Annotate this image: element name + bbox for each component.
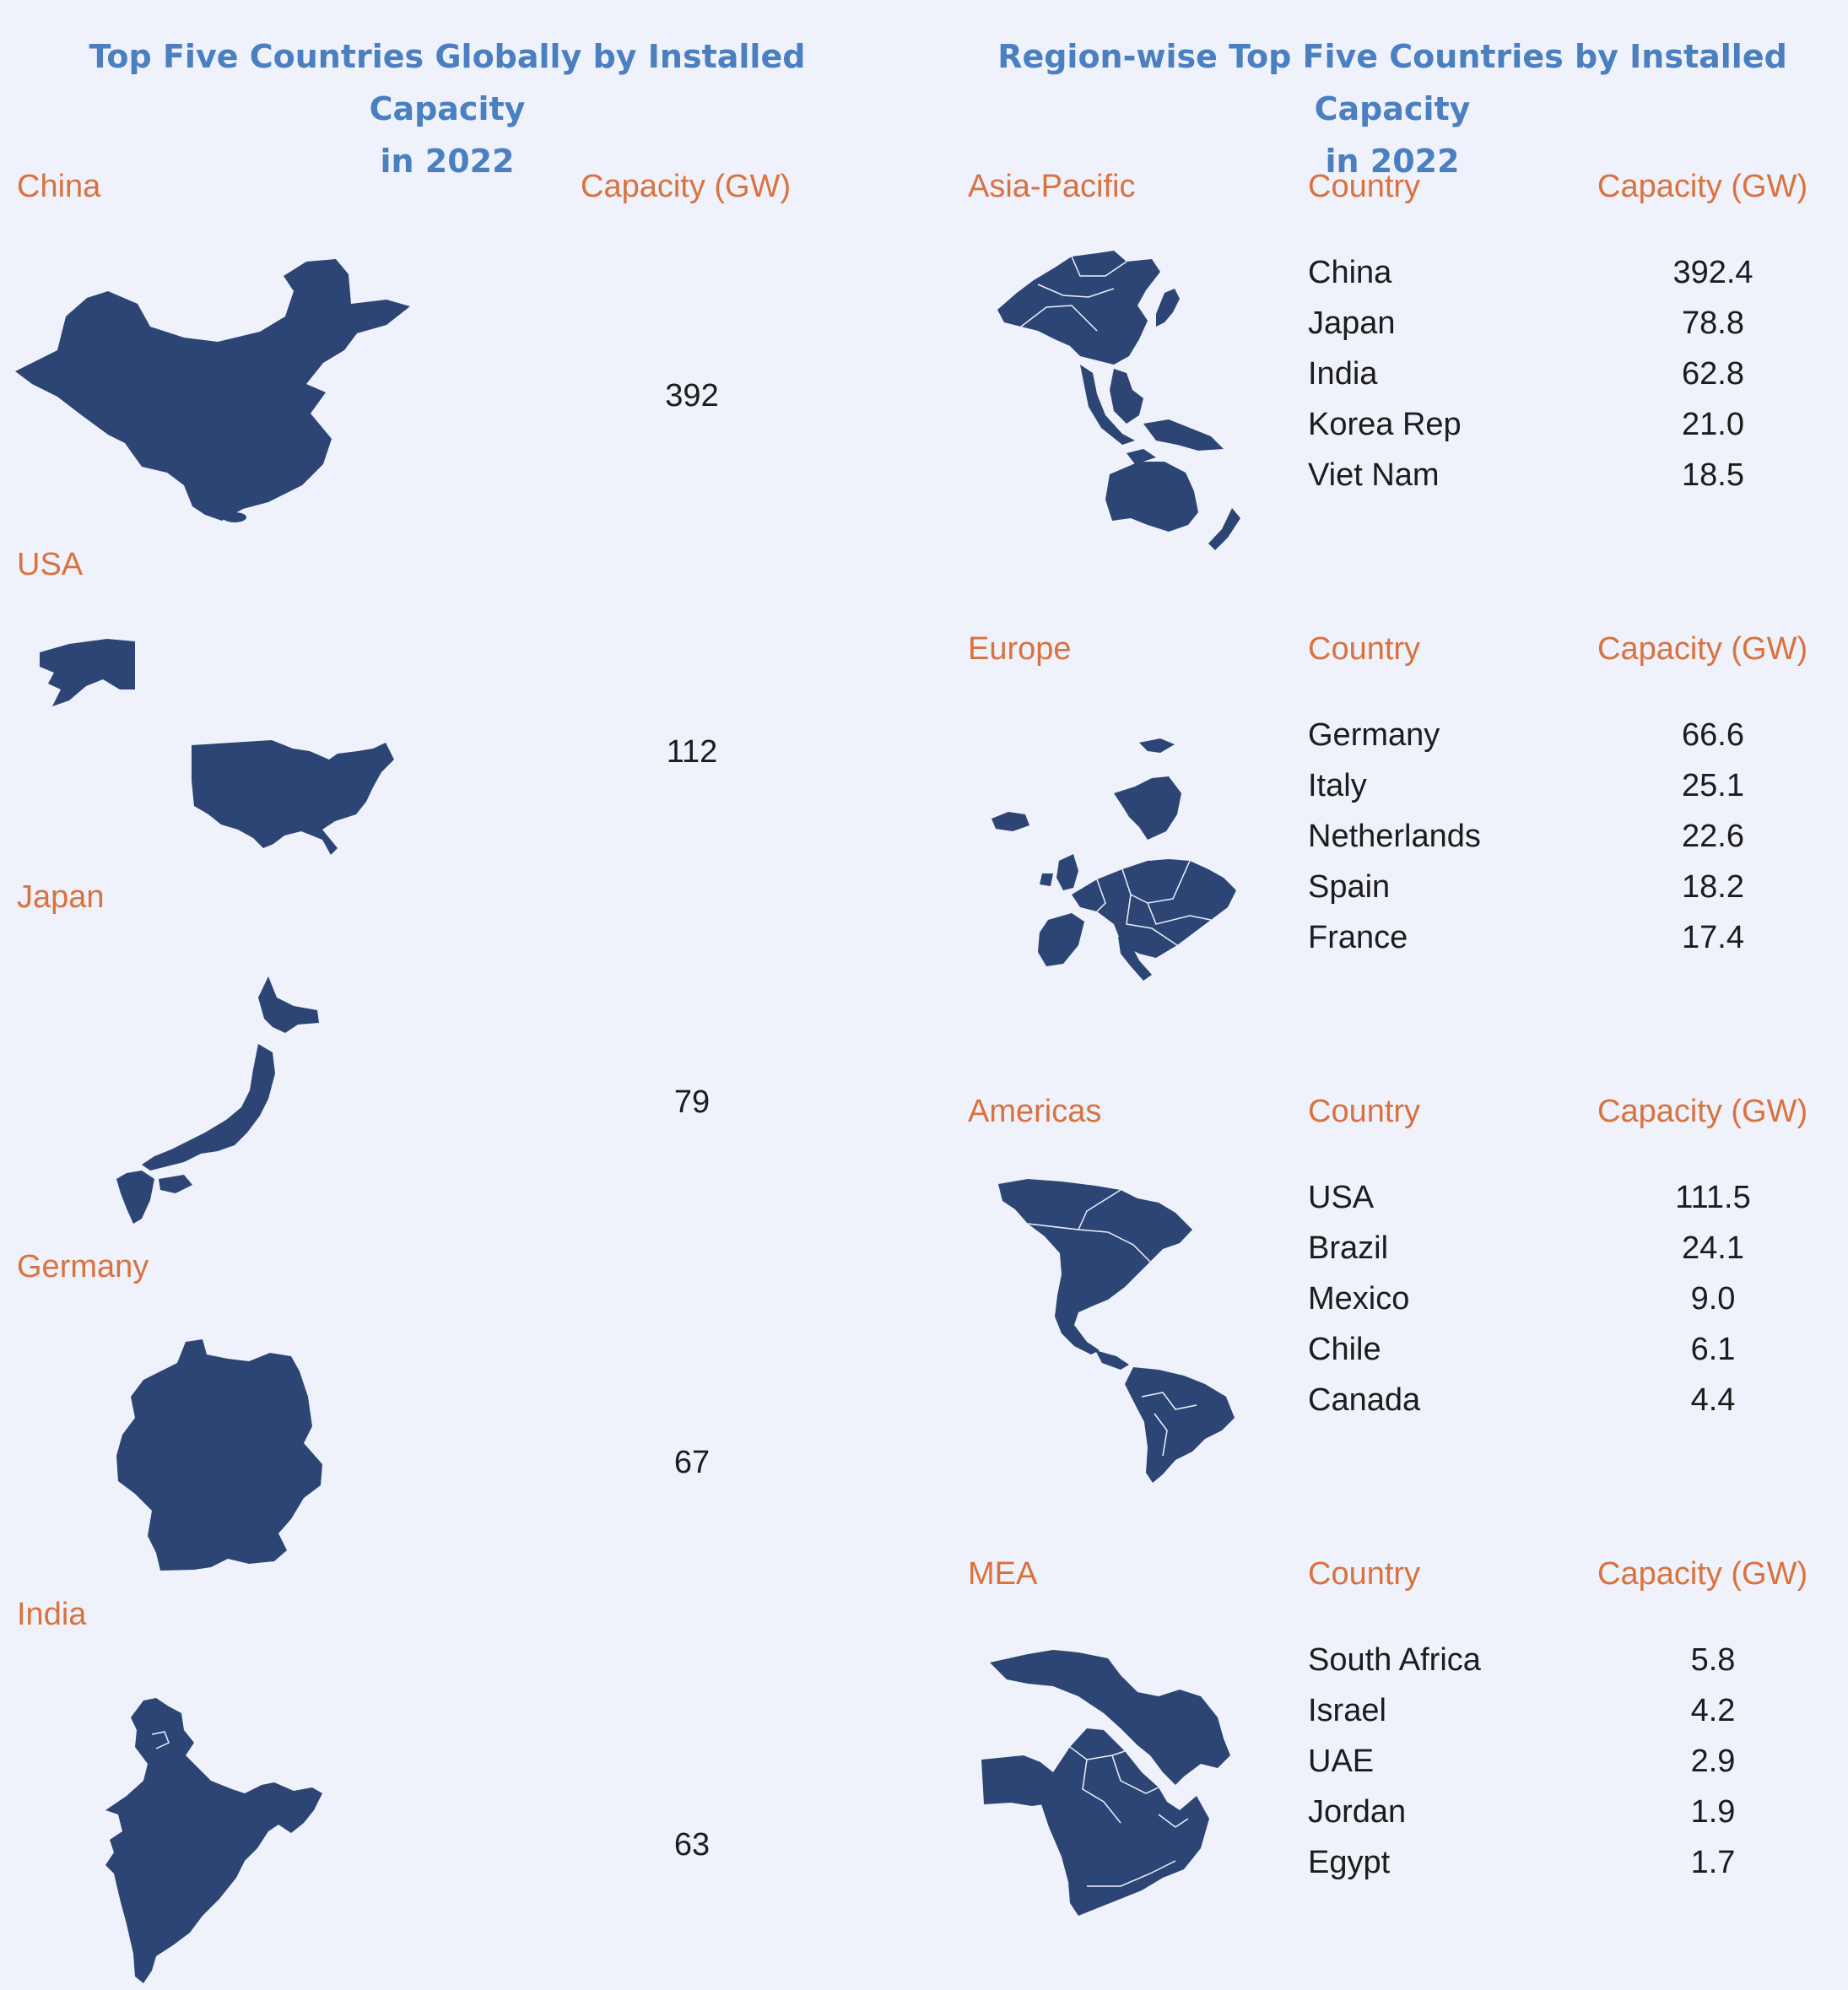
right-title-line2: in 2022 <box>1325 143 1460 180</box>
usa-map-icon <box>40 639 394 855</box>
region-row-americas-5-country: Canada <box>1308 1382 1421 1418</box>
germany-map-icon <box>116 1339 322 1571</box>
right-title-line1: Region-wise Top Five Countries by Instal… <box>997 38 1787 127</box>
region-row-americas-1-capacity: 111.5 <box>1675 1180 1751 1215</box>
region-row-americas-5-capacity: 4.4 <box>1690 1382 1736 1418</box>
country-header-europe: Country <box>1308 631 1421 667</box>
region-row-asia-pacific-2-country: Japan <box>1308 306 1396 341</box>
region-row-europe-3-capacity: 22.6 <box>1682 819 1744 854</box>
region-row-asia-pacific-3-country: India <box>1308 356 1378 392</box>
region-row-mea-3-capacity: 2.9 <box>1690 1744 1736 1779</box>
region-row-asia-pacific-5-country: Viet Nam <box>1308 457 1440 493</box>
region-row-mea-4-capacity: 1.9 <box>1690 1794 1736 1830</box>
capacity-value-japan: 79 <box>673 1084 711 1120</box>
region-row-europe-4-country: Spain <box>1308 869 1391 905</box>
region-row-mea-1-capacity: 5.8 <box>1690 1642 1736 1678</box>
asia-pacific-map-icon <box>997 251 1240 550</box>
left-panel-title: Top Five Countries Globally by Installed… <box>17 30 878 187</box>
region-row-europe-3-country: Netherlands <box>1308 819 1481 854</box>
americas-map-icon <box>998 1179 1235 1483</box>
region-row-mea-1-country: South Africa <box>1308 1642 1481 1678</box>
capacity-value-china: 392 <box>665 378 719 414</box>
country-label-india: India <box>17 1597 87 1632</box>
region-row-mea-4-country: Jordan <box>1308 1794 1407 1830</box>
region-row-americas-3-capacity: 9.0 <box>1690 1281 1736 1317</box>
capacity-header-left: Capacity (GW) <box>581 169 792 204</box>
region-row-asia-pacific-4-country: Korea Rep <box>1308 407 1462 442</box>
china-map-icon <box>15 259 410 522</box>
country-header-mea: Country <box>1308 1556 1421 1592</box>
region-row-asia-pacific-1-country: China <box>1308 255 1392 290</box>
region-row-americas-1-country: USA <box>1308 1180 1375 1215</box>
capacity-header-americas: Capacity (GW) <box>1597 1094 1808 1129</box>
region-row-americas-3-country: Mexico <box>1308 1281 1410 1317</box>
region-row-europe-2-capacity: 25.1 <box>1682 768 1744 803</box>
region-label-europe: Europe <box>968 631 1072 667</box>
japan-map-icon <box>116 976 319 1224</box>
country-header-asia-pacific: Country <box>1308 169 1421 204</box>
region-row-mea-3-country: UAE <box>1308 1744 1375 1779</box>
europe-map-icon <box>992 738 1236 981</box>
region-row-americas-4-capacity: 6.1 <box>1690 1332 1736 1367</box>
country-label-germany: Germany <box>17 1249 149 1284</box>
region-row-mea-5-country: Egypt <box>1308 1845 1391 1880</box>
region-row-europe-1-capacity: 66.6 <box>1682 717 1744 753</box>
region-label-asia-pacific: Asia-Pacific <box>968 169 1136 204</box>
region-row-asia-pacific-2-capacity: 78.8 <box>1682 306 1744 341</box>
region-row-asia-pacific-4-capacity: 21.0 <box>1682 407 1744 442</box>
region-row-asia-pacific-3-capacity: 62.8 <box>1682 356 1744 392</box>
region-row-europe-5-country: France <box>1308 920 1408 955</box>
capacity-value-germany: 67 <box>673 1445 711 1480</box>
region-row-asia-pacific-1-capacity: 392.4 <box>1672 255 1753 290</box>
region-row-americas-4-country: Chile <box>1308 1332 1381 1367</box>
mea-map-icon <box>981 1650 1230 1916</box>
region-row-mea-5-capacity: 1.7 <box>1690 1845 1736 1880</box>
region-row-europe-2-country: Italy <box>1308 768 1367 803</box>
region-row-europe-4-capacity: 18.2 <box>1682 869 1744 905</box>
capacity-value-india: 63 <box>673 1827 711 1863</box>
region-row-asia-pacific-5-capacity: 18.5 <box>1682 457 1744 493</box>
country-label-usa: USA <box>17 547 84 582</box>
region-row-europe-5-capacity: 17.4 <box>1682 920 1744 955</box>
country-label-japan: Japan <box>17 879 105 915</box>
region-row-americas-2-capacity: 24.1 <box>1682 1230 1744 1266</box>
region-row-europe-1-country: Germany <box>1308 717 1440 753</box>
capacity-header-asia-pacific: Capacity (GW) <box>1597 169 1808 204</box>
left-title-line1: Top Five Countries Globally by Installed… <box>89 38 806 127</box>
capacity-value-usa: 112 <box>666 734 718 770</box>
region-row-americas-2-country: Brazil <box>1308 1230 1389 1266</box>
capacity-header-europe: Capacity (GW) <box>1597 631 1808 667</box>
country-label-china: China <box>17 169 101 204</box>
india-map-icon <box>105 1698 322 1983</box>
region-label-americas: Americas <box>968 1094 1102 1129</box>
region-label-mea: MEA <box>968 1556 1038 1592</box>
region-row-mea-2-capacity: 4.2 <box>1690 1693 1736 1728</box>
capacity-header-mea: Capacity (GW) <box>1597 1556 1808 1592</box>
left-title-line2: in 2022 <box>380 143 515 180</box>
region-row-mea-2-country: Israel <box>1308 1693 1386 1728</box>
right-panel-title: Region-wise Top Five Countries by Instal… <box>937 30 1848 187</box>
country-header-americas: Country <box>1308 1094 1421 1129</box>
